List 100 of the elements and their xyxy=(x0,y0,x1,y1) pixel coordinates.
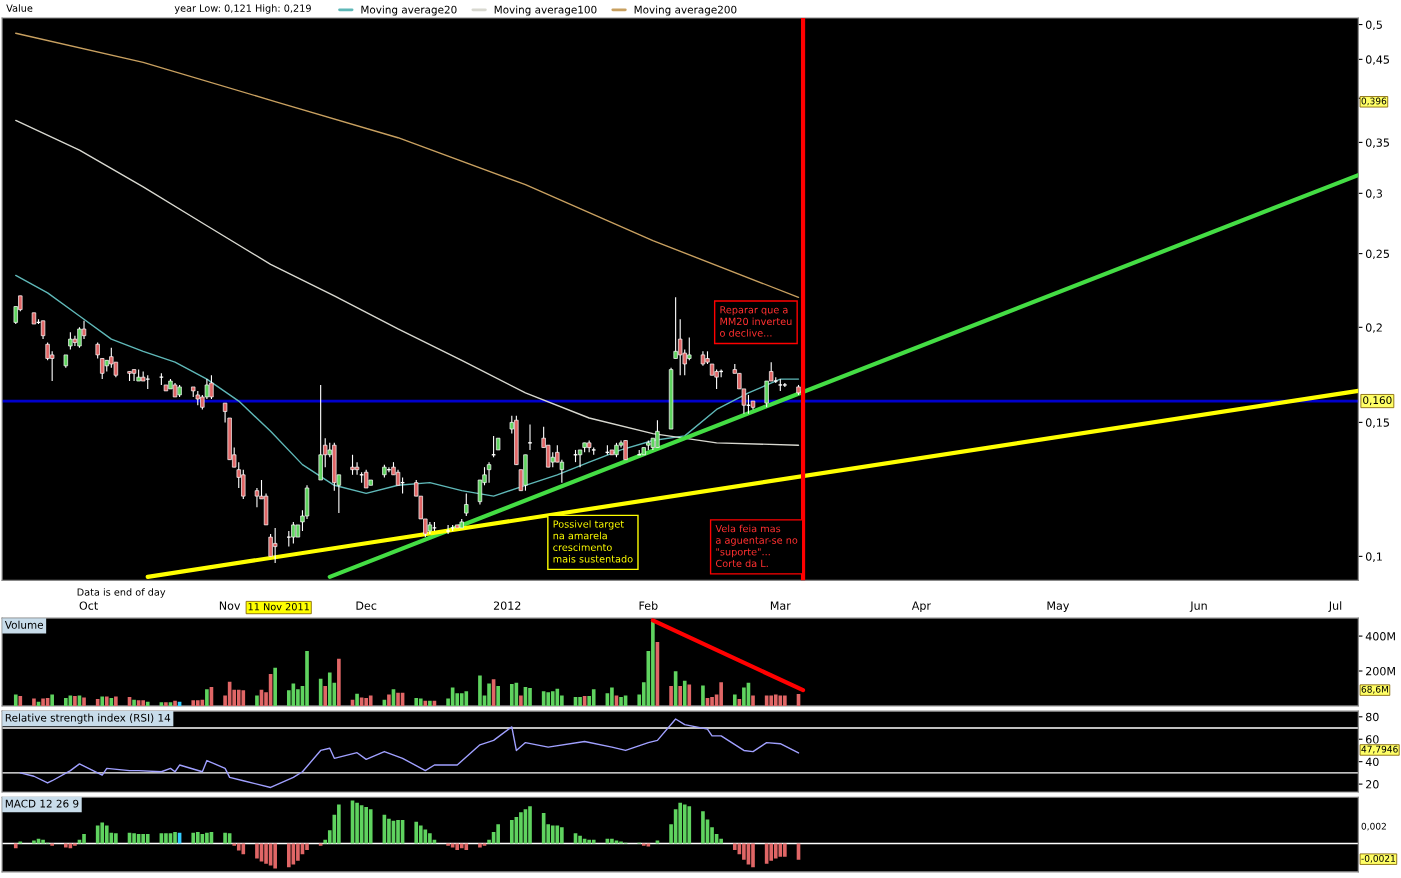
x-tick-label: Oct xyxy=(79,601,98,610)
bar xyxy=(236,843,241,851)
y-tick-label: 80 xyxy=(1365,712,1379,722)
bar xyxy=(496,824,500,844)
bar xyxy=(528,806,532,844)
candlestick xyxy=(254,487,260,508)
bar xyxy=(241,843,246,855)
candlestick xyxy=(131,369,137,382)
bar xyxy=(13,694,18,706)
bar xyxy=(682,804,687,844)
bar xyxy=(578,697,582,706)
bar xyxy=(428,833,432,844)
text: 11 Nov 2011 xyxy=(248,603,309,611)
annotation: Reparar que a MM20 inverteu o declive... xyxy=(720,306,792,337)
bar xyxy=(769,695,774,706)
y-tick-label: 0,15 xyxy=(1365,418,1389,428)
bar xyxy=(387,694,391,706)
bar xyxy=(414,821,419,844)
text: 0,396 xyxy=(1361,97,1387,106)
bar xyxy=(236,689,241,706)
bar xyxy=(751,695,755,706)
y-tick-label: 0,1 xyxy=(1365,552,1382,562)
bar xyxy=(368,809,373,844)
bar xyxy=(610,838,614,844)
bar xyxy=(104,825,109,844)
bar xyxy=(159,702,164,706)
x-tick-label: Dec xyxy=(356,601,377,610)
y-tick-label: 0,45 xyxy=(1365,55,1389,65)
bar xyxy=(41,839,45,844)
candlestick xyxy=(272,527,278,564)
bar xyxy=(164,702,168,706)
bar xyxy=(773,694,778,706)
line-series xyxy=(15,274,800,497)
line-series xyxy=(15,32,800,299)
candlestick xyxy=(354,461,360,476)
bar xyxy=(355,802,359,844)
bar xyxy=(132,833,136,844)
chart-title: Relative strength index (RSI) 14 xyxy=(5,713,171,724)
y-tick-label: 400M xyxy=(1365,632,1395,641)
text: Data is end of day xyxy=(77,588,166,598)
bar xyxy=(701,685,705,706)
bar xyxy=(446,843,450,846)
legend-label: Moving average100 xyxy=(494,5,597,16)
bar xyxy=(701,811,705,844)
bar xyxy=(396,692,400,706)
bar xyxy=(528,688,532,706)
bar xyxy=(18,695,23,706)
bar xyxy=(459,843,464,849)
bar xyxy=(255,843,259,859)
bar xyxy=(519,695,523,706)
bar xyxy=(141,700,145,706)
bar xyxy=(305,650,309,706)
bar xyxy=(104,696,109,706)
bar xyxy=(164,833,168,844)
bar xyxy=(273,843,277,869)
bar xyxy=(578,835,582,844)
candlestick xyxy=(364,469,369,489)
bar xyxy=(651,620,655,706)
bar xyxy=(610,687,614,706)
bar xyxy=(732,694,737,706)
candlestick xyxy=(291,521,296,544)
bar xyxy=(428,700,432,706)
candlestick xyxy=(623,439,628,461)
annotation: Vela feia mas a aguentar-se no "suporte"... Corte da L. xyxy=(715,524,798,568)
bar xyxy=(264,843,268,864)
bar xyxy=(337,658,341,706)
bar xyxy=(414,698,419,706)
y-tick-label: 200M xyxy=(1366,666,1395,676)
bar xyxy=(773,843,778,859)
bar xyxy=(682,680,687,706)
candlestick xyxy=(782,382,788,388)
line-series xyxy=(15,119,800,446)
bar xyxy=(191,700,196,706)
bar xyxy=(687,806,692,844)
bar xyxy=(742,687,746,706)
bar xyxy=(778,695,783,706)
bar xyxy=(296,843,300,861)
bar xyxy=(464,843,469,850)
bar xyxy=(13,843,18,849)
bar xyxy=(509,819,514,844)
bar xyxy=(487,683,491,706)
bar xyxy=(687,684,692,706)
x-tick-label: Jul xyxy=(1328,601,1342,612)
x-tick-label: Nov xyxy=(219,601,241,610)
chart-title: Volume xyxy=(4,620,43,629)
bar xyxy=(678,686,683,706)
y-tick-label: 20 xyxy=(1366,780,1379,789)
bar xyxy=(591,689,596,706)
text: year Low: 0,121 High: 0,219 xyxy=(174,4,311,14)
bar xyxy=(50,843,54,846)
bar xyxy=(496,686,500,706)
bar xyxy=(18,841,23,844)
x-tick-label: 2012 xyxy=(493,601,521,610)
annotation: Possivel target na amarela crescimento mais sustentado xyxy=(553,520,633,563)
bar xyxy=(323,686,328,706)
bar xyxy=(305,843,309,850)
bar xyxy=(778,843,783,857)
bar xyxy=(751,843,755,868)
text: Value xyxy=(6,4,33,12)
bar xyxy=(241,690,246,706)
